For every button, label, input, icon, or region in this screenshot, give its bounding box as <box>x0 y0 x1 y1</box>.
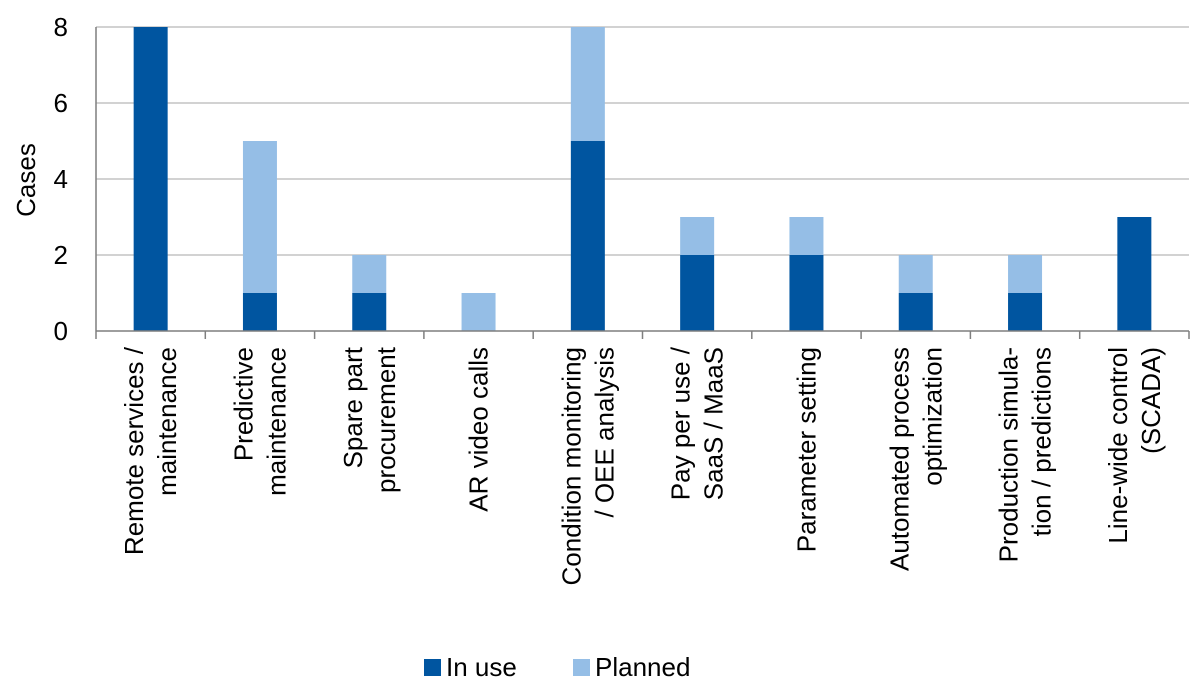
y-tick-label: 4 <box>54 164 68 194</box>
y-tick-label: 8 <box>54 12 68 42</box>
x-category-label: Remote services / <box>119 346 149 555</box>
bar-in-use <box>1117 217 1152 331</box>
x-category-label: Automated process <box>884 347 914 571</box>
legend-label: Planned <box>595 652 690 682</box>
bar-in-use <box>352 293 387 331</box>
x-category-label: Condition monitoring <box>556 347 586 585</box>
legend: In use Planned <box>424 652 690 682</box>
x-category-labels: Remote services / maintenance Predictive ma… <box>119 346 1166 585</box>
y-tick-labels: 0 2 4 6 8 <box>54 12 68 346</box>
x-category-label: SaaS / MaaS <box>699 347 729 500</box>
x-category-label: Production simula- <box>994 347 1024 562</box>
x-category-label: Predictive <box>228 347 258 461</box>
y-tick-label: 0 <box>54 316 68 346</box>
bar-in-use <box>1008 293 1043 331</box>
x-category-label: AR video calls <box>464 347 494 512</box>
bar-planned <box>789 217 824 255</box>
x-category-label: (SCADA) <box>1136 347 1166 454</box>
x-category-label: maintenance <box>261 347 291 496</box>
y-axis-label: Cases <box>11 143 41 217</box>
x-category-label: optimization <box>917 347 947 486</box>
y-tick-label: 2 <box>54 240 68 270</box>
bar-planned <box>242 141 277 293</box>
axes <box>95 27 1190 339</box>
legend-label: In use <box>446 652 517 682</box>
legend-swatch <box>573 659 590 676</box>
bar-in-use <box>898 293 933 331</box>
x-category-label: maintenance <box>152 347 182 496</box>
bar-in-use <box>242 293 277 331</box>
bar-planned <box>461 293 496 331</box>
bars <box>133 27 1152 331</box>
bar-in-use <box>133 27 168 331</box>
x-category-label: Pay per use / <box>666 346 696 500</box>
x-category-label: Spare part <box>338 346 368 468</box>
x-category-label: tion / predictions <box>1027 347 1057 536</box>
bar-planned <box>352 255 387 293</box>
legend-swatch <box>424 659 441 676</box>
bar-planned <box>898 255 933 293</box>
x-category-label: procurement <box>371 346 401 493</box>
y-tick-label: 6 <box>54 88 68 118</box>
bar-planned <box>570 27 605 141</box>
bar-planned <box>1008 255 1043 293</box>
bar-in-use <box>680 255 715 331</box>
bar-planned <box>680 217 715 255</box>
gridlines <box>96 26 1189 256</box>
x-category-label: Line-wide control <box>1103 347 1133 544</box>
x-category-label: Parameter setting <box>791 347 821 552</box>
x-category-label: / OEE analysis <box>589 347 619 518</box>
bar-in-use <box>789 255 824 331</box>
bar-in-use <box>570 141 605 331</box>
